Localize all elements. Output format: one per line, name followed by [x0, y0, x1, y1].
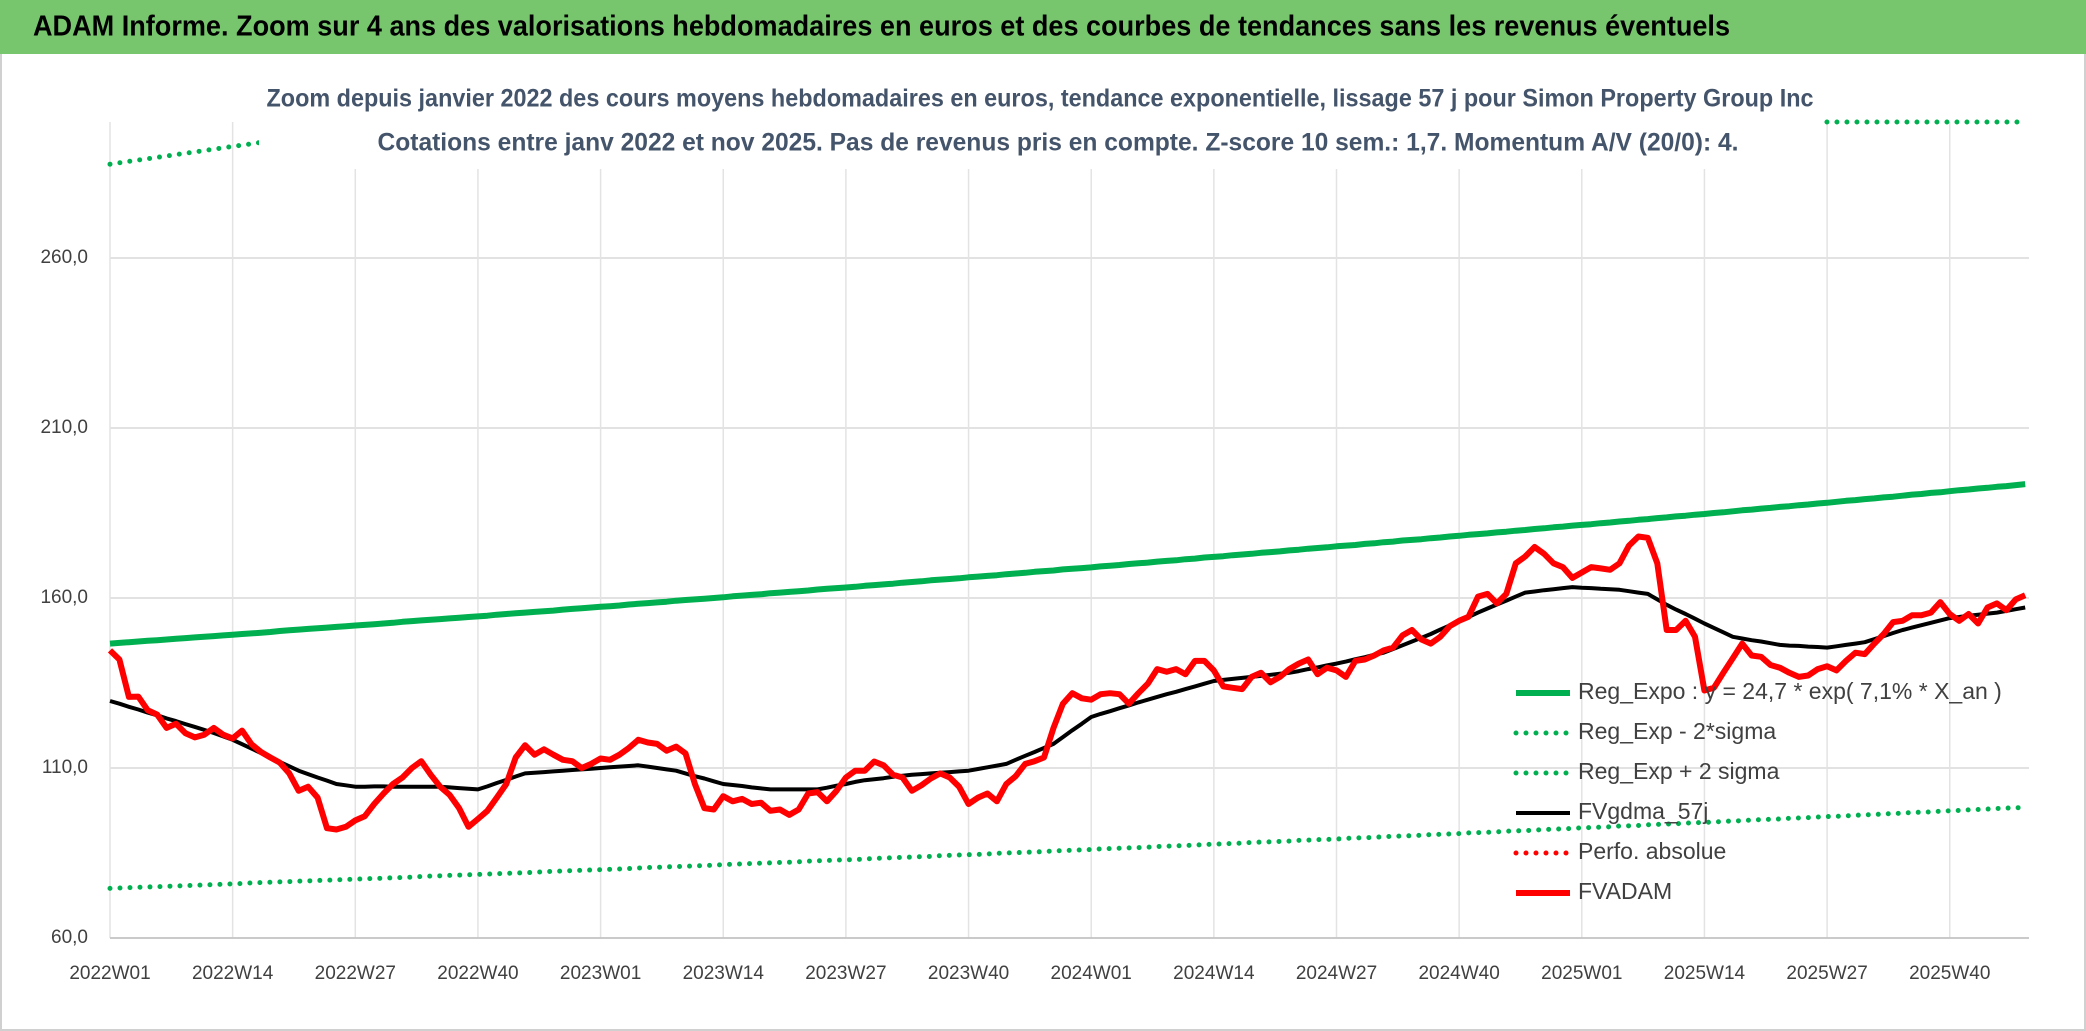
x-tick-label: 2023W40 [928, 963, 1009, 984]
legend-label: Reg_Exp + 2 sigma [1578, 758, 1780, 784]
legend-label: Reg_Expo : y = 24,7 * exp( 7,1% * X_an ) [1578, 678, 2002, 704]
x-tick-label: 2024W14 [1173, 963, 1255, 984]
legend-label: Reg_Exp - 2*sigma [1578, 718, 1776, 744]
x-tick-label: 2022W40 [437, 963, 518, 984]
y-tick-label: 60,0 [51, 927, 88, 948]
y-tick-label: 110,0 [42, 757, 88, 778]
x-tick-label: 2022W27 [315, 963, 396, 984]
x-tick-label: 2022W01 [69, 963, 150, 984]
y-tick-label: 210,0 [40, 417, 88, 438]
header-title: ADAM Informe. Zoom sur 4 ans des valoris… [33, 11, 1730, 43]
x-tick-label: 2022W14 [192, 963, 274, 984]
series-line [109, 481, 2026, 647]
x-tick-label: 2024W40 [1418, 963, 1499, 984]
x-tick-label: 2023W14 [683, 963, 765, 984]
title-box [259, 77, 1823, 169]
x-tick-label: 2024W27 [1296, 963, 1377, 984]
x-tick-label: 2025W27 [1786, 963, 1867, 984]
y-tick-label: 260,0 [40, 247, 88, 268]
x-tick-label: 2023W01 [560, 963, 641, 984]
legend-label: FVgdma_57j [1578, 798, 1708, 824]
x-tick-label: 2025W14 [1664, 963, 1746, 984]
chart-title: Zoom depuis janvier 2022 des cours moyen… [267, 85, 1814, 113]
series-line [107, 533, 2027, 833]
series-line [107, 804, 2028, 891]
x-tick-label: 2025W40 [1909, 963, 1990, 984]
x-tick-label: 2023W27 [805, 963, 886, 984]
legend-label: Perfo. absolue [1578, 838, 1726, 864]
chart-subtitle: Cotations entre janv 2022 et nov 2025. P… [378, 129, 1739, 157]
series-line [109, 585, 2026, 792]
header-bar [0, 0, 2086, 54]
y-tick-label: 160,0 [40, 587, 88, 608]
legend-label: FVADAM [1578, 878, 1672, 904]
x-tick-label: 2024W01 [1051, 963, 1132, 984]
x-tick-label: 2025W01 [1541, 963, 1622, 984]
